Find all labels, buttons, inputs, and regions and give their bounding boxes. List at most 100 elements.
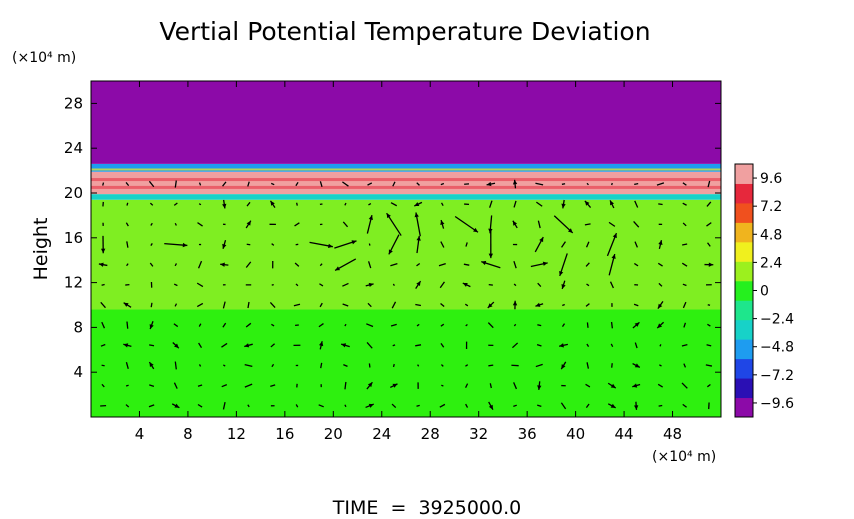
wind-vector-head — [535, 302, 541, 307]
wind-vector — [174, 222, 177, 226]
wind-vector-head — [486, 181, 492, 187]
wind-vector — [440, 241, 445, 248]
wind-vector — [513, 404, 517, 408]
warm-edge — [91, 168, 721, 171]
wind-vector — [197, 384, 203, 387]
x-tick-label: 20 — [324, 425, 343, 443]
wind-vector-head — [512, 300, 518, 306]
wind-vector-head — [182, 242, 188, 248]
wind-vector-head — [708, 262, 714, 267]
wind-vector — [537, 404, 542, 408]
colorbar-tick-label: 9.6 — [760, 171, 782, 187]
wind-vector — [511, 342, 519, 349]
wind-vector — [247, 301, 250, 309]
wind-vector — [611, 363, 613, 368]
wind-vector — [198, 342, 203, 348]
colorbar-segment — [735, 378, 753, 399]
x-tick-label: 16 — [275, 425, 294, 443]
wind-vector — [438, 262, 446, 267]
wind-vector — [319, 181, 323, 187]
field-band-1 — [91, 199, 721, 310]
wind-vector — [537, 324, 542, 327]
wind-vector — [682, 222, 687, 227]
wind-vector-head — [612, 233, 617, 239]
wind-vector-head — [488, 253, 494, 259]
wind-vector — [586, 362, 590, 369]
wind-vector — [270, 384, 276, 388]
wind-vector-head — [632, 383, 638, 388]
wind-vector — [318, 404, 324, 408]
wind-vector-head — [123, 302, 129, 307]
wind-vector — [465, 403, 469, 408]
wind-vector — [271, 243, 275, 246]
colorbar-segment — [735, 241, 753, 262]
x-tick-label: 48 — [663, 425, 682, 443]
colorbar-tick-label: 0 — [760, 284, 769, 300]
wind-vector — [681, 343, 688, 347]
x-tick-label: 36 — [518, 425, 537, 443]
wind-vector — [441, 384, 444, 387]
wind-vector-head — [416, 281, 421, 287]
wind-vector — [440, 303, 445, 307]
wind-vector-head — [567, 228, 573, 233]
colorbar-segment — [735, 222, 753, 243]
wind-vector — [513, 260, 517, 269]
colorbar-segment — [735, 261, 753, 282]
wind-vector-head — [270, 200, 275, 206]
field-band-4 — [91, 163, 721, 172]
wind-vector — [271, 363, 275, 368]
wind-vector-head — [416, 235, 421, 241]
wind-vector — [488, 283, 493, 286]
wind-vector — [271, 323, 275, 327]
wind-vector — [294, 262, 300, 267]
wind-vector-head — [386, 213, 391, 219]
wind-vector-head — [658, 240, 663, 246]
wind-vector — [150, 222, 153, 226]
wind-vector — [149, 384, 155, 387]
wind-vector — [198, 364, 202, 367]
wind-vector — [608, 221, 616, 227]
wind-vector — [391, 301, 397, 309]
wind-vector-head — [657, 323, 663, 329]
wind-vector — [562, 303, 565, 307]
wind-vector-head — [244, 343, 250, 348]
wind-vector — [173, 382, 178, 389]
wind-vector — [246, 243, 251, 246]
wind-vector — [344, 404, 347, 408]
wind-vector — [537, 282, 542, 287]
wind-vector — [148, 180, 155, 188]
wind-vector — [149, 202, 154, 206]
wind-vector — [440, 343, 445, 348]
wind-vector — [561, 183, 566, 185]
wind-vector — [366, 323, 374, 328]
wind-vector — [707, 323, 711, 327]
wind-vector — [125, 222, 129, 227]
wind-vector — [634, 200, 639, 208]
wind-vector — [247, 181, 250, 187]
wind-vector — [707, 180, 711, 188]
wind-vector-head — [368, 215, 373, 221]
wind-vector — [196, 282, 204, 288]
wind-vector-head — [462, 283, 468, 287]
field-band-5 — [91, 81, 721, 164]
wind-vector — [657, 383, 664, 388]
colorbar-tick-label: −9.6 — [760, 396, 794, 412]
wind-vector — [222, 402, 226, 410]
wind-vector — [197, 403, 203, 408]
wind-vector-head — [388, 249, 393, 255]
wind-vector — [173, 283, 178, 287]
wind-vector — [125, 384, 129, 387]
wind-vector-head — [367, 382, 373, 388]
y-axis-label: Height — [30, 218, 52, 281]
wind-vector — [561, 323, 566, 328]
wind-vector — [100, 343, 106, 347]
wind-vector — [366, 341, 373, 349]
wind-vector — [439, 281, 445, 289]
wind-vector — [586, 182, 589, 186]
wind-vector — [417, 364, 420, 367]
wind-vector — [416, 404, 420, 407]
wind-vector — [535, 182, 544, 186]
wind-vector — [585, 262, 590, 267]
wind-vector — [223, 364, 226, 367]
wind-vector-head — [488, 228, 493, 234]
